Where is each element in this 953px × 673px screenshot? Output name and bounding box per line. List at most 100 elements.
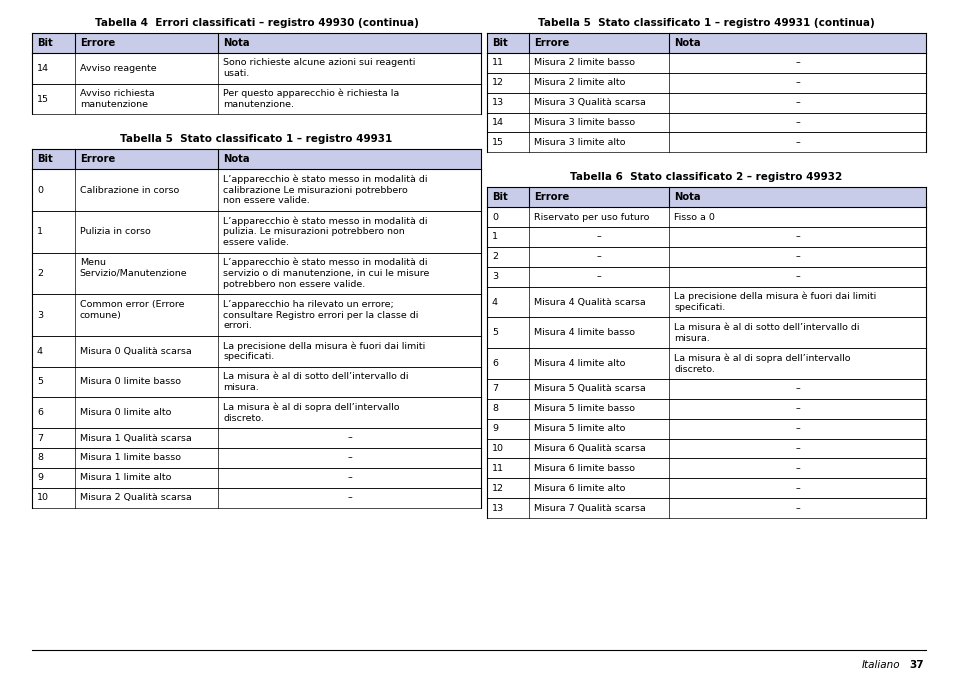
Text: Misura 5 Qualità scarsa: Misura 5 Qualità scarsa bbox=[533, 384, 645, 394]
Text: specificati.: specificati. bbox=[674, 303, 724, 312]
Bar bbox=[486, 287, 925, 318]
Text: Per questo apparecchio è richiesta la: Per questo apparecchio è richiesta la bbox=[223, 89, 399, 98]
Text: Misura 4 Qualità scarsa: Misura 4 Qualità scarsa bbox=[533, 297, 645, 307]
Text: Bit: Bit bbox=[492, 192, 507, 202]
Text: L’apparecchio ha rilevato un errore;: L’apparecchio ha rilevato un errore; bbox=[223, 299, 394, 309]
Text: Nota: Nota bbox=[223, 38, 250, 48]
Text: 11: 11 bbox=[492, 59, 503, 67]
Text: servizio o di manutenzione, in cui le misure: servizio o di manutenzione, in cui le mi… bbox=[223, 269, 429, 278]
Text: –: – bbox=[795, 78, 800, 87]
Bar bbox=[486, 187, 925, 207]
Bar bbox=[32, 53, 480, 83]
Text: essere valide.: essere valide. bbox=[223, 238, 289, 247]
Text: Tabella 5  Stato classificato 1 – registro 49931 (continua): Tabella 5 Stato classificato 1 – registr… bbox=[537, 17, 874, 28]
Text: discreto.: discreto. bbox=[223, 414, 264, 423]
Text: –: – bbox=[795, 118, 800, 127]
Text: –: – bbox=[596, 232, 600, 242]
Text: Misura 2 limite basso: Misura 2 limite basso bbox=[533, 59, 634, 67]
Text: Menu: Menu bbox=[79, 258, 106, 267]
Text: Misura 0 limite basso: Misura 0 limite basso bbox=[79, 378, 180, 386]
Text: –: – bbox=[795, 252, 800, 261]
Text: Errore: Errore bbox=[79, 154, 114, 164]
Text: non essere valide.: non essere valide. bbox=[223, 197, 310, 205]
Text: –: – bbox=[795, 232, 800, 242]
Text: Misura 6 limite alto: Misura 6 limite alto bbox=[533, 484, 624, 493]
Text: consultare Registro errori per la classe di: consultare Registro errori per la classe… bbox=[223, 310, 418, 320]
Text: –: – bbox=[795, 444, 800, 453]
Text: Nota: Nota bbox=[223, 154, 250, 164]
Bar bbox=[32, 211, 480, 252]
Text: Riservato per uso futuro: Riservato per uso futuro bbox=[533, 213, 648, 221]
Bar bbox=[32, 488, 480, 507]
Bar bbox=[486, 112, 925, 133]
Text: 14: 14 bbox=[37, 64, 49, 73]
Text: specificati.: specificati. bbox=[223, 352, 274, 361]
Text: –: – bbox=[596, 252, 600, 261]
Text: Misura 5 limite alto: Misura 5 limite alto bbox=[533, 424, 624, 433]
Text: Misura 0 Qualità scarsa: Misura 0 Qualità scarsa bbox=[79, 347, 192, 356]
Text: Tabella 6  Stato classificato 2 – registro 49932: Tabella 6 Stato classificato 2 – registr… bbox=[570, 172, 841, 182]
Text: 13: 13 bbox=[492, 503, 503, 513]
Text: 3: 3 bbox=[37, 310, 43, 320]
Text: Misura 1 limite alto: Misura 1 limite alto bbox=[79, 473, 171, 483]
Text: –: – bbox=[347, 493, 352, 502]
Text: 12: 12 bbox=[492, 484, 503, 493]
Text: errori.: errori. bbox=[223, 322, 252, 330]
Text: Calibrazione in corso: Calibrazione in corso bbox=[79, 186, 179, 194]
Text: Bit: Bit bbox=[492, 38, 507, 48]
Bar bbox=[486, 207, 925, 227]
Text: 37: 37 bbox=[908, 660, 923, 670]
Text: Sono richieste alcune azioni sui reagenti: Sono richieste alcune azioni sui reagent… bbox=[223, 59, 416, 67]
Text: Tabella 5  Stato classificato 1 – registro 49931: Tabella 5 Stato classificato 1 – registr… bbox=[120, 134, 393, 144]
Text: –: – bbox=[596, 273, 600, 281]
Bar bbox=[486, 479, 925, 498]
Bar bbox=[486, 227, 925, 247]
Text: La misura è al di sopra dell’intervallo: La misura è al di sopra dell’intervallo bbox=[223, 402, 399, 412]
Text: potrebbero non essere valide.: potrebbero non essere valide. bbox=[223, 280, 365, 289]
Text: Misura 1 limite basso: Misura 1 limite basso bbox=[79, 454, 180, 462]
Text: 6: 6 bbox=[492, 359, 497, 368]
Text: Misura 0 limite alto: Misura 0 limite alto bbox=[79, 409, 171, 417]
Text: manutenzione: manutenzione bbox=[79, 100, 148, 109]
Text: 15: 15 bbox=[492, 138, 503, 147]
Text: Misura 5 limite basso: Misura 5 limite basso bbox=[533, 404, 634, 413]
Text: –: – bbox=[795, 138, 800, 147]
Bar bbox=[32, 170, 480, 211]
Bar bbox=[486, 419, 925, 439]
Text: Tabella 4  Errori classificati – registro 49930 (continua): Tabella 4 Errori classificati – registro… bbox=[94, 17, 418, 28]
Text: discreto.: discreto. bbox=[674, 365, 715, 374]
Text: Errore: Errore bbox=[533, 192, 568, 202]
Text: misura.: misura. bbox=[223, 383, 259, 392]
Text: 8: 8 bbox=[492, 404, 497, 413]
Bar bbox=[32, 252, 480, 294]
Bar bbox=[32, 149, 480, 170]
Bar bbox=[486, 348, 925, 379]
Text: 7: 7 bbox=[37, 433, 43, 443]
Bar bbox=[486, 498, 925, 518]
Text: –: – bbox=[795, 273, 800, 281]
Bar bbox=[486, 247, 925, 267]
Text: –: – bbox=[795, 484, 800, 493]
Text: 14: 14 bbox=[492, 118, 503, 127]
Bar bbox=[486, 33, 925, 53]
Text: Misura 6 Qualità scarsa: Misura 6 Qualità scarsa bbox=[533, 444, 645, 453]
Text: usati.: usati. bbox=[223, 69, 250, 78]
Text: La misura è al di sopra dell’intervallo: La misura è al di sopra dell’intervallo bbox=[674, 353, 850, 363]
Text: –: – bbox=[795, 59, 800, 67]
Text: La precisione della misura è fuori dai limiti: La precisione della misura è fuori dai l… bbox=[223, 341, 425, 351]
Text: Fisso a 0: Fisso a 0 bbox=[674, 213, 715, 221]
Text: 3: 3 bbox=[492, 273, 497, 281]
Bar bbox=[32, 397, 480, 428]
Text: Misura 3 limite alto: Misura 3 limite alto bbox=[533, 138, 624, 147]
Bar bbox=[486, 458, 925, 479]
Bar bbox=[32, 294, 480, 336]
Text: 0: 0 bbox=[492, 213, 497, 221]
Bar bbox=[32, 367, 480, 397]
Text: Pulizia in corso: Pulizia in corso bbox=[79, 227, 151, 236]
Text: Servizio/Manutenzione: Servizio/Manutenzione bbox=[79, 269, 187, 278]
Bar bbox=[486, 133, 925, 152]
Text: Errore: Errore bbox=[79, 38, 114, 48]
Text: L’apparecchio è stato messo in modalità di: L’apparecchio è stato messo in modalità … bbox=[223, 216, 427, 225]
Text: 1: 1 bbox=[492, 232, 497, 242]
Text: Misura 1 Qualità scarsa: Misura 1 Qualità scarsa bbox=[79, 433, 192, 443]
